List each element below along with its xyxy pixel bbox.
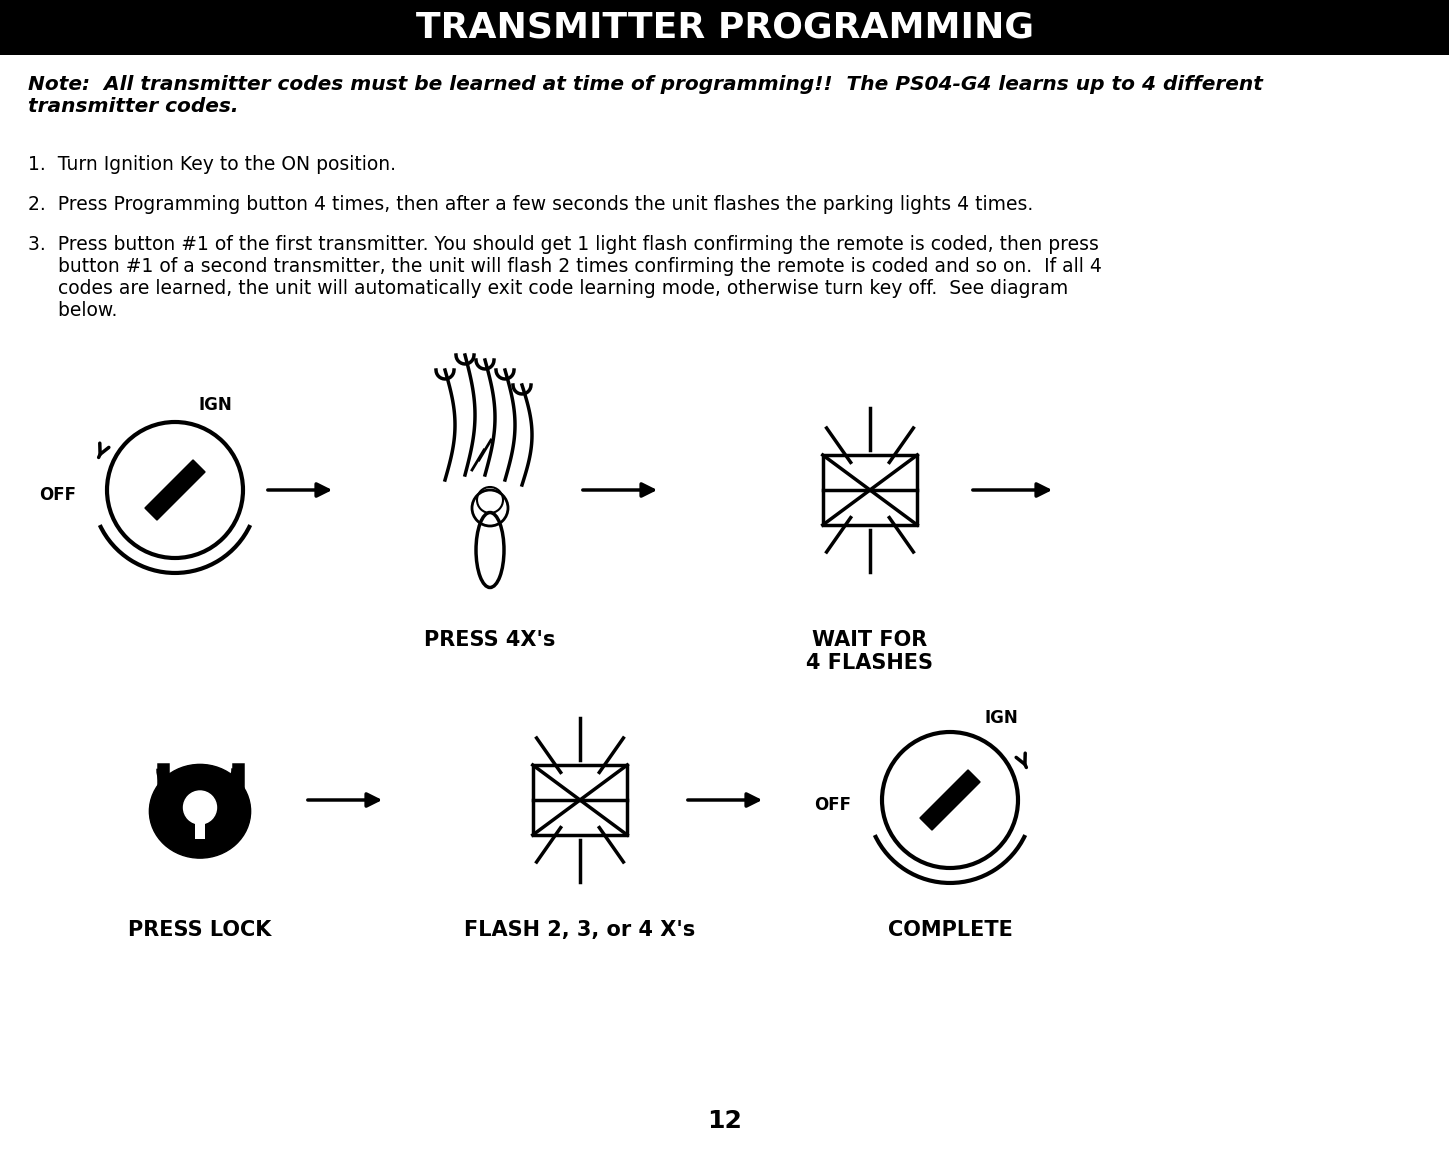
Bar [196,808,204,839]
Text: IGN: IGN [984,710,1017,727]
Text: FLASH 2, 3, or 4 X's: FLASH 2, 3, or 4 X's [464,920,696,940]
Circle shape [184,791,216,824]
Text: OFF: OFF [39,486,77,504]
Text: PRESS LOCK: PRESS LOCK [129,920,272,940]
Text: Note:  All transmitter codes must be learned at time of programming!!  The PS04-: Note: All transmitter codes must be lear… [28,75,1264,116]
Text: 1.  Turn Ignition Key to the ON position.: 1. Turn Ignition Key to the ON position. [28,155,396,175]
Text: COMPLETE: COMPLETE [888,920,1013,940]
Text: PRESS 4X's: PRESS 4X's [425,630,555,650]
Text: IGN: IGN [199,397,232,414]
Ellipse shape [149,764,251,858]
Text: 2.  Press Programming button 4 times, then after a few seconds the unit flashes : 2. Press Programming button 4 times, the… [28,195,1033,214]
Text: OFF: OFF [814,796,852,814]
Bar [533,765,627,835]
Text: 3.  Press button #1 of the first transmitter. You should get 1 light flash confi: 3. Press button #1 of the first transmit… [28,235,1101,320]
Polygon shape [920,770,980,830]
Polygon shape [145,460,206,520]
Text: WAIT FOR
4 FLASHES: WAIT FOR 4 FLASHES [807,630,933,673]
Bar [0,0,1449,55]
Text: 12: 12 [707,1109,742,1133]
Bar [823,455,917,525]
Text: TRANSMITTER PROGRAMMING: TRANSMITTER PROGRAMMING [416,12,1033,45]
